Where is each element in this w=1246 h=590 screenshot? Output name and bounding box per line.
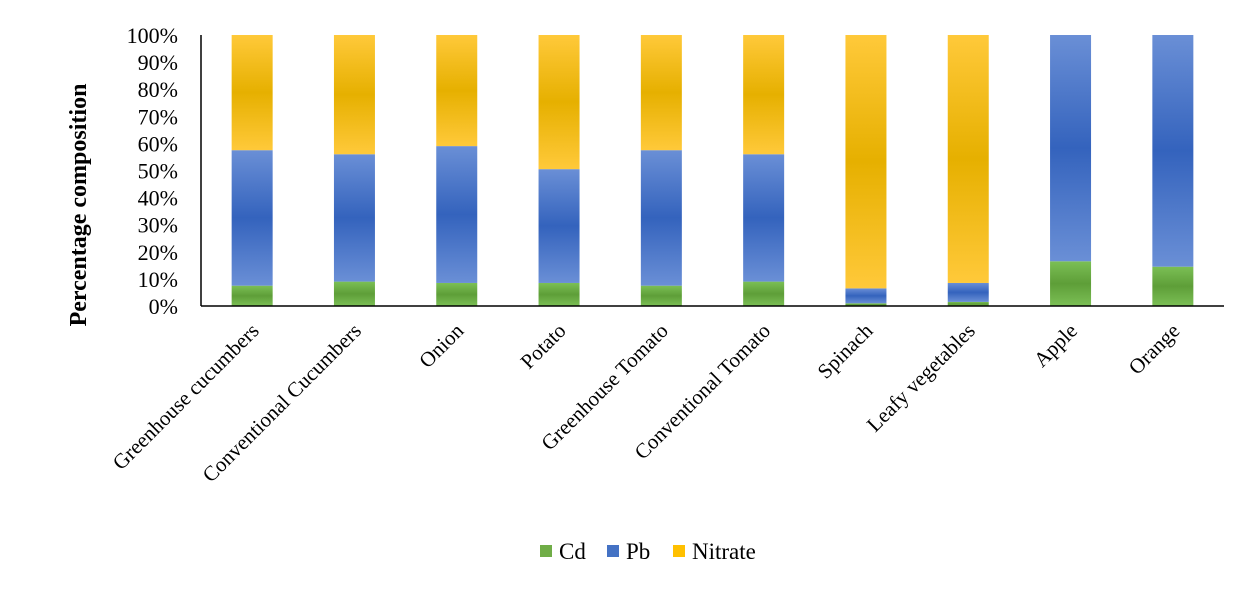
bar-segment-pb (1152, 35, 1194, 267)
bar-segment-pb (538, 169, 580, 283)
legend-label: Pb (626, 539, 650, 564)
x-tick-label: Apple (1029, 319, 1082, 372)
legend-swatch-nitrate (673, 545, 685, 557)
bar-segment-nitrate (743, 35, 785, 155)
y-tick-label: 60% (138, 131, 178, 156)
y-axis-label: Percentage composition (66, 84, 92, 327)
x-tick-label: Spinach (813, 318, 878, 383)
bar-segment-cd (333, 281, 375, 306)
legend-swatch-pb (607, 545, 619, 557)
bar-segment-pb (231, 150, 273, 286)
x-tick-label: Orange (1124, 319, 1185, 380)
x-tick-label: Onion (414, 318, 468, 372)
bar-segment-nitrate (845, 35, 887, 289)
bar-segment-pb (845, 288, 887, 304)
bar-segment-nitrate (947, 35, 989, 283)
y-tick-label: 100% (127, 23, 178, 48)
bars-group (231, 35, 1194, 306)
bar-segment-cd (947, 301, 989, 306)
bar-segment-nitrate (640, 35, 682, 151)
bar-segment-pb (743, 154, 785, 282)
bar-segment-nitrate (436, 35, 478, 147)
bar-segment-nitrate (333, 35, 375, 155)
y-tick-label: 90% (138, 50, 178, 75)
y-tick-label: 40% (138, 186, 178, 211)
x-tick-label: Potato (516, 319, 571, 374)
bar-segment-nitrate (538, 35, 580, 170)
bar-segment-cd (845, 303, 887, 306)
bar-segment-cd (1050, 261, 1092, 306)
bar-segment-cd (640, 285, 682, 306)
y-tick-label: 30% (138, 213, 178, 238)
y-tick-label: 10% (138, 267, 178, 292)
y-tick-labels: 0%10%20%30%40%50% 60%70%80%90%100% (127, 23, 178, 319)
bar-segment-nitrate (231, 35, 273, 151)
bar-segment-pb (436, 146, 478, 283)
bar-segment-cd (743, 281, 785, 306)
bar-segment-cd (1152, 266, 1194, 306)
bar-segment-cd (231, 285, 273, 306)
axes (200, 35, 1224, 307)
bar-segment-cd (538, 282, 580, 306)
y-tick-label: 70% (138, 104, 178, 129)
y-tick-label: 0% (149, 294, 178, 319)
legend-swatch-cd (540, 545, 552, 557)
x-tick-label: Leafy vegetables (862, 319, 980, 437)
y-tick-label: 50% (138, 159, 178, 184)
legend-label: Cd (559, 539, 586, 564)
legend-label: Nitrate (692, 539, 756, 564)
bar-segment-pb (1050, 35, 1092, 262)
bar-segment-pb (947, 282, 989, 302)
legend: Cd Pb Nitrate (540, 539, 756, 564)
bar-segment-cd (436, 282, 478, 306)
bar-segment-pb (333, 154, 375, 282)
y-tick-label: 80% (138, 77, 178, 102)
bar-segment-pb (640, 150, 682, 286)
y-tick-label: 20% (138, 240, 178, 265)
